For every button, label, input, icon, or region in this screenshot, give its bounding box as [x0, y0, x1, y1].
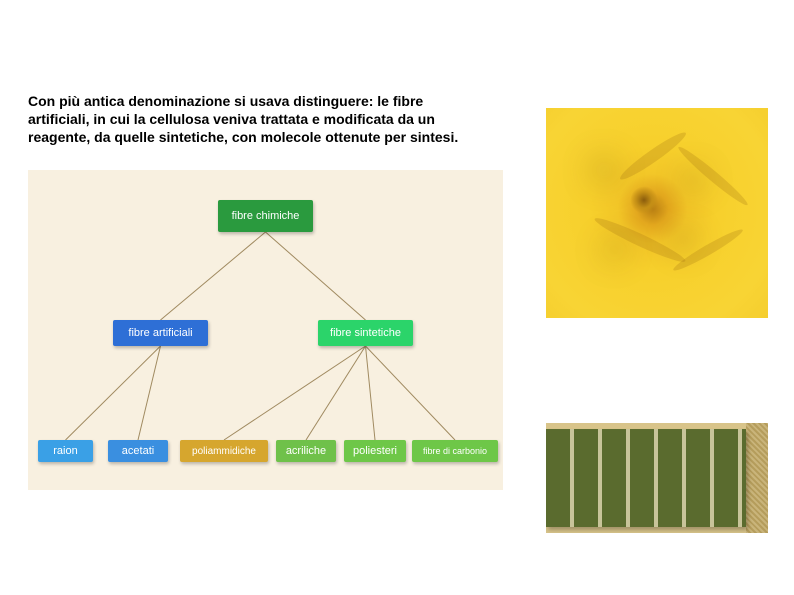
- intro-paragraph: Con più antica denominazione si usava di…: [28, 92, 488, 147]
- tree-node-sint: fibre sintetiche: [318, 320, 413, 346]
- fiber-tree-diagram: fibre chimiche fibre artificiali fibre sin…: [28, 170, 503, 490]
- tree-node-root: fibre chimiche: [218, 200, 313, 232]
- tree-node-raion: raion: [38, 440, 93, 462]
- tree-node-acr: acriliche: [276, 440, 336, 462]
- tree-node-art: fibre artificiali: [113, 320, 208, 346]
- tree-node-poli: poliammidiche: [180, 440, 268, 462]
- fabric-weave-edge: [746, 423, 768, 533]
- fabric-cloth: [546, 429, 746, 527]
- tree-node-pest: poliesteri: [344, 440, 406, 462]
- tree-node-acet: acetati: [108, 440, 168, 462]
- tree-node-carb: fibre di carbonio: [412, 440, 498, 462]
- yellow-fabric-image: [546, 108, 768, 318]
- green-fabric-image: [546, 423, 768, 533]
